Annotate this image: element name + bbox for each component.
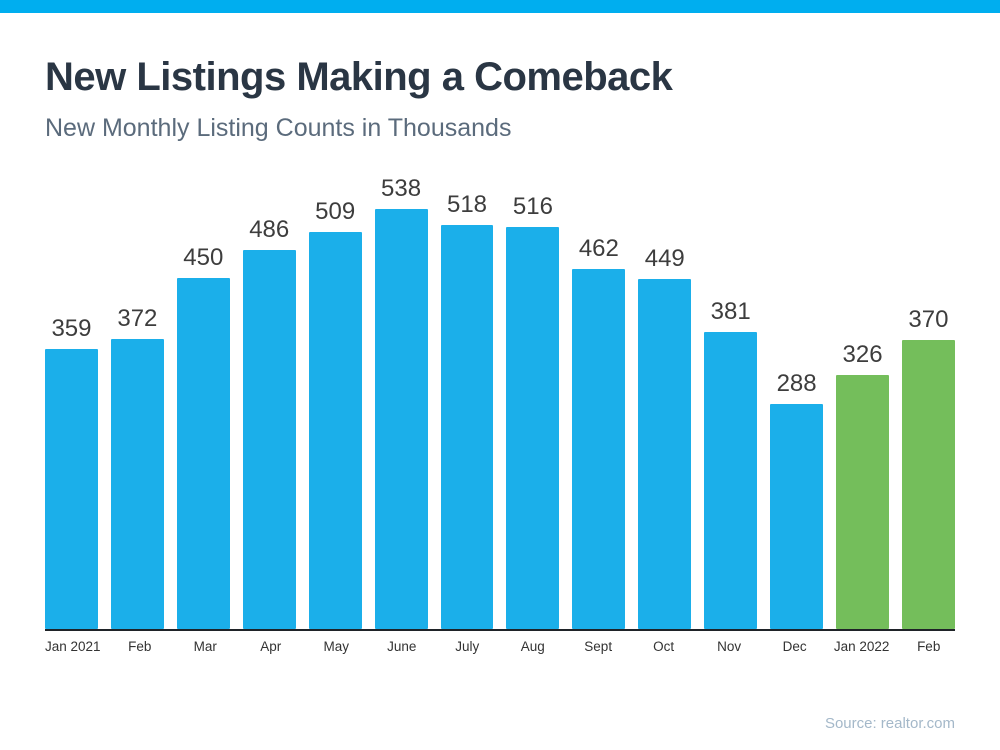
bar-column: 462 bbox=[572, 235, 626, 629]
bar bbox=[836, 375, 889, 629]
bar-chart: 359 372 450 486 509 538 518 516 462 449 381 288 326 3… bbox=[45, 153, 955, 654]
bar-column: 450 bbox=[176, 244, 230, 629]
bar-column: 359 bbox=[45, 315, 98, 629]
bar-column: 518 bbox=[440, 191, 494, 629]
bar bbox=[374, 209, 428, 629]
bar-value-label: 462 bbox=[578, 235, 619, 262]
bar-value-label: 359 bbox=[51, 315, 92, 342]
chart-title: New Listings Making a Comeback bbox=[45, 55, 673, 99]
bar-value-label: 372 bbox=[117, 305, 158, 332]
x-axis-label: Nov bbox=[717, 639, 742, 654]
bar-column: 509 bbox=[308, 198, 362, 629]
x-axis-label: Apr bbox=[260, 639, 282, 654]
bar-column: 288 bbox=[770, 370, 824, 629]
bar-value-label: 370 bbox=[908, 306, 949, 333]
bar-value-label: 288 bbox=[776, 370, 817, 397]
bar-column: 516 bbox=[506, 193, 560, 629]
bar-column: 370 bbox=[901, 306, 955, 629]
bar-column: 449 bbox=[638, 245, 692, 629]
bar-column: 538 bbox=[374, 175, 428, 629]
source-attribution: Source: realtor.com bbox=[824, 715, 955, 732]
accent-top-stripe bbox=[0, 0, 1000, 13]
bar-value-label: 449 bbox=[644, 245, 685, 272]
bar bbox=[308, 232, 362, 629]
x-axis-label: Sept bbox=[584, 639, 613, 654]
x-axis-label: May bbox=[323, 639, 350, 654]
x-axis-label: Mar bbox=[193, 639, 217, 654]
bar-value-label: 509 bbox=[315, 198, 356, 225]
bar-value-label: 538 bbox=[381, 175, 422, 202]
bar-value-label: 450 bbox=[183, 244, 224, 271]
x-axis-label: Feb bbox=[128, 639, 152, 654]
bar-column: 372 bbox=[110, 305, 164, 629]
bar-value-label: 518 bbox=[446, 191, 488, 218]
bar bbox=[176, 278, 230, 629]
labels-row: Jan 2021 Feb Mar Apr May June July Aug Sept Oct No… bbox=[45, 639, 955, 654]
x-axis-label: Aug bbox=[520, 639, 545, 654]
bar-value-label: 486 bbox=[249, 216, 290, 243]
bar bbox=[110, 339, 164, 629]
bar-value-label: 516 bbox=[512, 193, 553, 220]
bar-column: 326 bbox=[836, 341, 889, 629]
chart-subtitle: New Monthly Listing Counts in Thousands bbox=[45, 114, 512, 142]
bar bbox=[440, 225, 494, 629]
bar bbox=[572, 269, 626, 629]
bar bbox=[45, 349, 98, 629]
bars-row: 359 372 450 486 509 538 518 516 462 449 381 288 326 3… bbox=[45, 153, 955, 631]
bar bbox=[242, 250, 296, 629]
bar-column: 486 bbox=[242, 216, 296, 629]
x-axis-label: Jan 2021 bbox=[45, 639, 101, 654]
x-axis-label: Feb bbox=[917, 639, 941, 654]
x-axis-label: June bbox=[387, 639, 417, 654]
bar bbox=[770, 404, 824, 629]
x-axis-label: Jan 2022 bbox=[833, 639, 890, 654]
bar bbox=[901, 340, 955, 629]
bar-value-label: 381 bbox=[710, 298, 751, 325]
x-axis-label: Dec bbox=[782, 639, 807, 654]
bar-column: 381 bbox=[704, 298, 758, 629]
bar bbox=[638, 279, 692, 629]
x-axis-label: July bbox=[455, 639, 480, 654]
bar-value-label: 326 bbox=[842, 341, 883, 368]
x-axis-label: Oct bbox=[653, 639, 675, 654]
chart-page: New Listings Making a Comeback New Month… bbox=[0, 13, 1000, 654]
bar bbox=[704, 332, 758, 629]
bar bbox=[506, 227, 560, 629]
